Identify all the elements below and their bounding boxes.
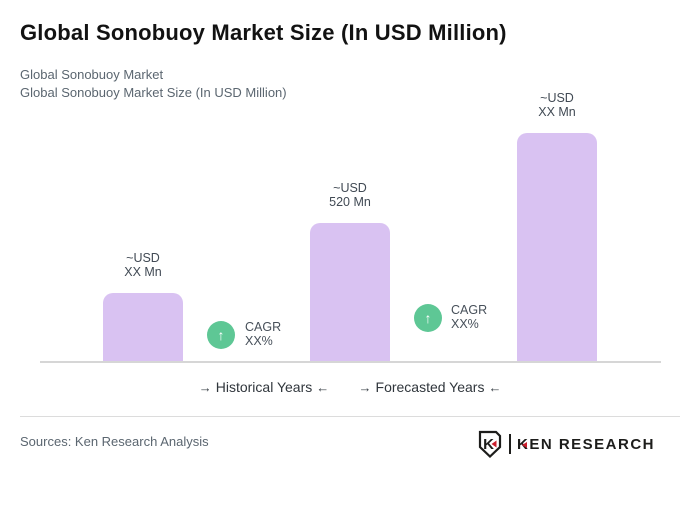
arrow-left-icon: ← xyxy=(316,380,330,395)
bar-value-line1: ~USD xyxy=(540,91,574,105)
bar-value-label-base-year: ~USD 520 Mn xyxy=(290,181,410,209)
cagr-up-arrow-icon: ↑ xyxy=(414,304,442,332)
arrow-left-icon: ← xyxy=(488,380,502,395)
logo-k-red-accent-icon xyxy=(521,441,527,448)
footer-divider xyxy=(20,416,680,417)
bar-value-line1: ~USD xyxy=(333,181,367,195)
chart-subtitle: Global Sonobuoy Market Global Sonobuoy M… xyxy=(20,66,287,102)
badge-letter: K xyxy=(483,436,494,453)
bar-base-year xyxy=(310,223,390,362)
axis-group-forecasted-years: → Forecasted Years ← xyxy=(330,379,530,395)
logo-wordmark-text: KEN RESEARCH xyxy=(516,435,655,453)
cagr-label-forecast: CAGR XX% xyxy=(451,303,487,331)
arrow-right-icon: → xyxy=(198,380,212,395)
cagr-up-arrow-icon: ↑ xyxy=(207,321,235,349)
cagr-label-historical: CAGR XX% xyxy=(245,320,281,348)
logo-wordmark: KEN RESEARCH xyxy=(517,436,655,453)
bar-value-label-forecast: ~USD XX Mn xyxy=(497,91,617,119)
cagr-text-line2: XX% xyxy=(451,317,479,331)
bar-value-label-historical: ~USD XX Mn xyxy=(83,251,203,279)
axis-group-label: Historical Years xyxy=(215,379,313,395)
bar-value-line2: XX Mn xyxy=(538,105,576,119)
sources-note: Sources: Ken Research Analysis xyxy=(20,434,209,449)
bar-value-line2: XX Mn xyxy=(124,265,162,279)
up-arrow-glyph: ↑ xyxy=(217,327,225,343)
axis-group-historical-years: → Historical Years ← xyxy=(164,379,364,395)
bar-forecast xyxy=(517,133,597,362)
bar-historical xyxy=(103,293,183,362)
bar-value-line2: 520 Mn xyxy=(329,195,371,209)
cagr-text-line2: XX% xyxy=(245,334,273,348)
up-arrow-glyph: ↑ xyxy=(424,310,432,326)
cagr-text-line1: CAGR xyxy=(245,320,282,334)
axis-group-label: Forecasted Years xyxy=(375,379,485,395)
ken-research-logo: K KEN RESEARCH xyxy=(477,429,655,459)
cagr-text-line1: CAGR xyxy=(451,303,488,317)
ken-research-badge-icon: K xyxy=(478,430,502,458)
arrow-right-icon: → xyxy=(358,380,372,395)
subtitle-line-2: Global Sonobuoy Market Size (In USD Mill… xyxy=(20,85,287,100)
subtitle-line-1: Global Sonobuoy Market xyxy=(20,67,164,82)
logo-separator xyxy=(508,434,511,454)
page-title: Global Sonobuoy Market Size (In USD Mill… xyxy=(20,20,507,45)
bar-value-line1: ~USD xyxy=(126,251,160,265)
badge-red-accent-icon xyxy=(491,440,497,448)
x-axis-line xyxy=(40,361,661,363)
